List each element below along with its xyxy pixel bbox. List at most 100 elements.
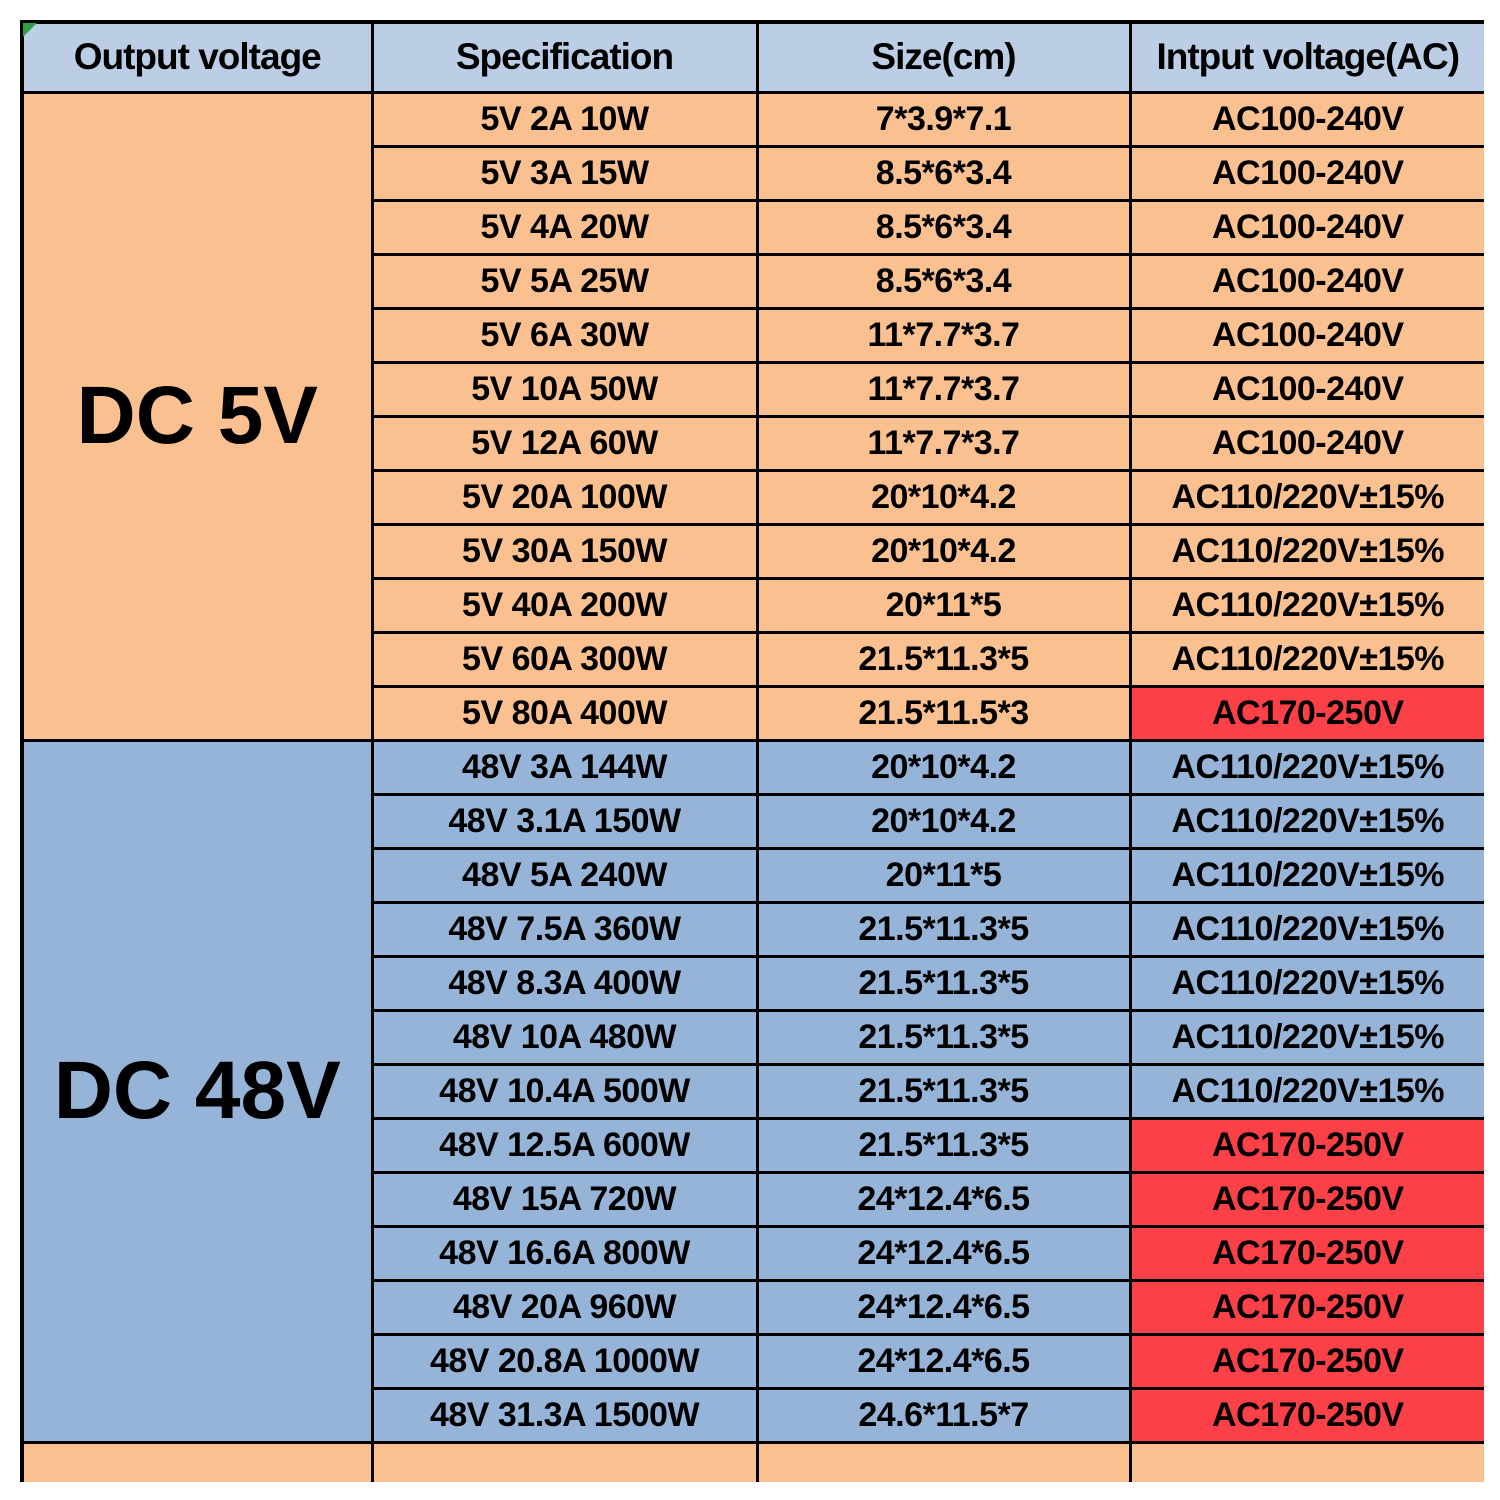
empty-cell bbox=[755, 1440, 1132, 1482]
header-output-voltage: Output voltage bbox=[20, 20, 374, 94]
spec-cell: 5V 4A 20W bbox=[370, 198, 759, 256]
header-input-voltage: Intput voltage(AC) bbox=[1128, 20, 1484, 94]
table-row: 48V 16.6A 800W 24*12.4*6.5 AC170-250V bbox=[22, 1224, 1484, 1282]
table-row: 48V 8.3A 400W 21.5*11.3*5 AC110/220V±15% bbox=[22, 954, 1484, 1012]
input-voltage-cell: AC170-250V bbox=[1128, 1278, 1484, 1336]
table-row: 5V 10A 50W 11*7.7*3.7 AC100-240V bbox=[22, 360, 1484, 418]
table-row: 48V 10A 480W 21.5*11.3*5 AC110/220V±15% bbox=[22, 1008, 1484, 1066]
spec-cell: 48V 31.3A 1500W bbox=[370, 1386, 759, 1444]
input-voltage-cell: AC110/220V±15% bbox=[1128, 792, 1484, 850]
table-row: 5V 20A 100W 20*10*4.2 AC110/220V±15% bbox=[22, 468, 1484, 526]
size-cell: 21.5*11.3*5 bbox=[755, 900, 1132, 958]
table-row: 5V 3A 15W 8.5*6*3.4 AC100-240V bbox=[22, 144, 1484, 202]
input-voltage-cell: AC110/220V±15% bbox=[1128, 846, 1484, 904]
input-voltage-cell: AC100-240V bbox=[1128, 414, 1484, 472]
input-voltage-cell: AC110/220V±15% bbox=[1128, 630, 1484, 688]
size-cell: 8.5*6*3.4 bbox=[755, 144, 1132, 202]
empty-cell bbox=[20, 1440, 374, 1482]
size-cell: 8.5*6*3.4 bbox=[755, 198, 1132, 256]
input-voltage-cell: AC100-240V bbox=[1128, 360, 1484, 418]
size-cell: 24.6*11.5*7 bbox=[755, 1386, 1132, 1444]
partial-row bbox=[20, 1440, 1484, 1482]
spec-cell: 5V 12A 60W bbox=[370, 414, 759, 472]
table-row: 5V 12A 60W 11*7.7*3.7 AC100-240V bbox=[22, 414, 1484, 472]
spec-cell: 48V 7.5A 360W bbox=[370, 900, 759, 958]
spec-cell: 48V 3.1A 150W bbox=[370, 792, 759, 850]
table-row: 5V 6A 30W 11*7.7*3.7 AC100-240V bbox=[22, 306, 1484, 364]
input-voltage-cell: AC170-250V bbox=[1128, 684, 1484, 742]
table-row: DC 48V 48V 3A 144W 20*10*4.2 AC110/220V±15% bbox=[20, 738, 1484, 1444]
input-voltage-cell: AC170-250V bbox=[1128, 1116, 1484, 1174]
spec-cell: 5V 40A 200W bbox=[370, 576, 759, 634]
size-cell: 24*12.4*6.5 bbox=[755, 1332, 1132, 1390]
table-row: 48V 12.5A 600W 21.5*11.3*5 AC170-250V bbox=[22, 1116, 1484, 1174]
spec-cell: 5V 80A 400W bbox=[370, 684, 759, 742]
size-cell: 21.5*11.5*3 bbox=[755, 684, 1132, 742]
header-specification: Specification bbox=[370, 20, 759, 94]
spec-cell: 5V 3A 15W bbox=[370, 144, 759, 202]
table-row: DC 5V 5V 2A 10W 7*3.9*7.1 AC100-240V bbox=[20, 90, 1484, 742]
section-label-dc-5v: DC 5V bbox=[20, 90, 374, 742]
input-voltage-cell: AC110/220V±15% bbox=[1128, 1008, 1484, 1066]
header-size: Size(cm) bbox=[755, 20, 1132, 94]
input-voltage-cell: AC170-250V bbox=[1128, 1332, 1484, 1390]
size-cell: 24*12.4*6.5 bbox=[755, 1278, 1132, 1336]
section-label-dc-48v: DC 48V bbox=[20, 738, 374, 1444]
size-cell: 8.5*6*3.4 bbox=[755, 252, 1132, 310]
spec-cell: 48V 10.4A 500W bbox=[370, 1062, 759, 1120]
table-row: 48V 31.3A 1500W 24.6*11.5*7 AC170-250V bbox=[22, 1386, 1484, 1444]
size-cell: 20*11*5 bbox=[755, 576, 1132, 634]
input-voltage-cell: AC170-250V bbox=[1128, 1386, 1484, 1444]
size-cell: 20*10*4.2 bbox=[755, 522, 1132, 580]
input-voltage-cell: AC100-240V bbox=[1128, 252, 1484, 310]
input-voltage-cell: AC110/220V±15% bbox=[1128, 576, 1484, 634]
spec-cell: 5V 5A 25W bbox=[370, 252, 759, 310]
spec-cell: 5V 20A 100W bbox=[370, 468, 759, 526]
spec-cell: 5V 60A 300W bbox=[370, 630, 759, 688]
spec-cell: 48V 20A 960W bbox=[370, 1278, 759, 1336]
spec-cell: 5V 6A 30W bbox=[370, 306, 759, 364]
spec-cell: 48V 20.8A 1000W bbox=[370, 1332, 759, 1390]
size-cell: 24*12.4*6.5 bbox=[755, 1224, 1132, 1282]
input-voltage-cell: AC110/220V±15% bbox=[1128, 522, 1484, 580]
table-row: 48V 20A 960W 24*12.4*6.5 AC170-250V bbox=[22, 1278, 1484, 1336]
size-cell: 20*11*5 bbox=[755, 846, 1132, 904]
input-voltage-cell: AC110/220V±15% bbox=[1128, 954, 1484, 1012]
input-voltage-cell: AC100-240V bbox=[1128, 144, 1484, 202]
input-voltage-cell: AC100-240V bbox=[1128, 198, 1484, 256]
input-voltage-cell: AC170-250V bbox=[1128, 1170, 1484, 1228]
spec-cell: 48V 12.5A 600W bbox=[370, 1116, 759, 1174]
size-cell: 20*10*4.2 bbox=[755, 792, 1132, 850]
input-voltage-cell: AC100-240V bbox=[1128, 306, 1484, 364]
spec-cell: 5V 30A 150W bbox=[370, 522, 759, 580]
size-cell: 11*7.7*3.7 bbox=[755, 306, 1132, 364]
table-row: 5V 30A 150W 20*10*4.2 AC110/220V±15% bbox=[22, 522, 1484, 580]
empty-cell bbox=[1128, 1440, 1484, 1482]
spec-cell: 48V 15A 720W bbox=[370, 1170, 759, 1228]
spec-table: Output voltage Specification Size(cm) In… bbox=[20, 20, 1484, 1482]
size-cell: 7*3.9*7.1 bbox=[755, 90, 1132, 148]
spec-cell: 48V 3A 144W bbox=[370, 738, 759, 796]
table-row: 48V 10.4A 500W 21.5*11.3*5 AC110/220V±15% bbox=[22, 1062, 1484, 1120]
size-cell: 20*10*4.2 bbox=[755, 738, 1132, 796]
table-row: 5V 40A 200W 20*11*5 AC110/220V±15% bbox=[22, 576, 1484, 634]
table-row: 5V 4A 20W 8.5*6*3.4 AC100-240V bbox=[22, 198, 1484, 256]
table-row: 5V 80A 400W 21.5*11.5*3 AC170-250V bbox=[22, 684, 1484, 742]
input-voltage-cell: AC110/220V±15% bbox=[1128, 900, 1484, 958]
size-cell: 21.5*11.3*5 bbox=[755, 1008, 1132, 1066]
table-row: 48V 15A 720W 24*12.4*6.5 AC170-250V bbox=[22, 1170, 1484, 1228]
header-row: Output voltage Specification Size(cm) In… bbox=[20, 20, 1484, 94]
table-row: 48V 3.1A 150W 20*10*4.2 AC110/220V±15% bbox=[22, 792, 1484, 850]
spec-cell: 48V 8.3A 400W bbox=[370, 954, 759, 1012]
input-voltage-cell: AC170-250V bbox=[1128, 1224, 1484, 1282]
spec-sheet: Output voltage Specification Size(cm) In… bbox=[20, 20, 1484, 1482]
spec-cell: 5V 2A 10W bbox=[370, 90, 759, 148]
size-cell: 11*7.7*3.7 bbox=[755, 360, 1132, 418]
cell-error-marker-icon bbox=[23, 23, 37, 37]
size-cell: 11*7.7*3.7 bbox=[755, 414, 1132, 472]
size-cell: 24*12.4*6.5 bbox=[755, 1170, 1132, 1228]
size-cell: 21.5*11.3*5 bbox=[755, 1062, 1132, 1120]
input-voltage-cell: AC110/220V±15% bbox=[1128, 738, 1484, 796]
spec-cell: 48V 10A 480W bbox=[370, 1008, 759, 1066]
spec-cell: 48V 16.6A 800W bbox=[370, 1224, 759, 1282]
